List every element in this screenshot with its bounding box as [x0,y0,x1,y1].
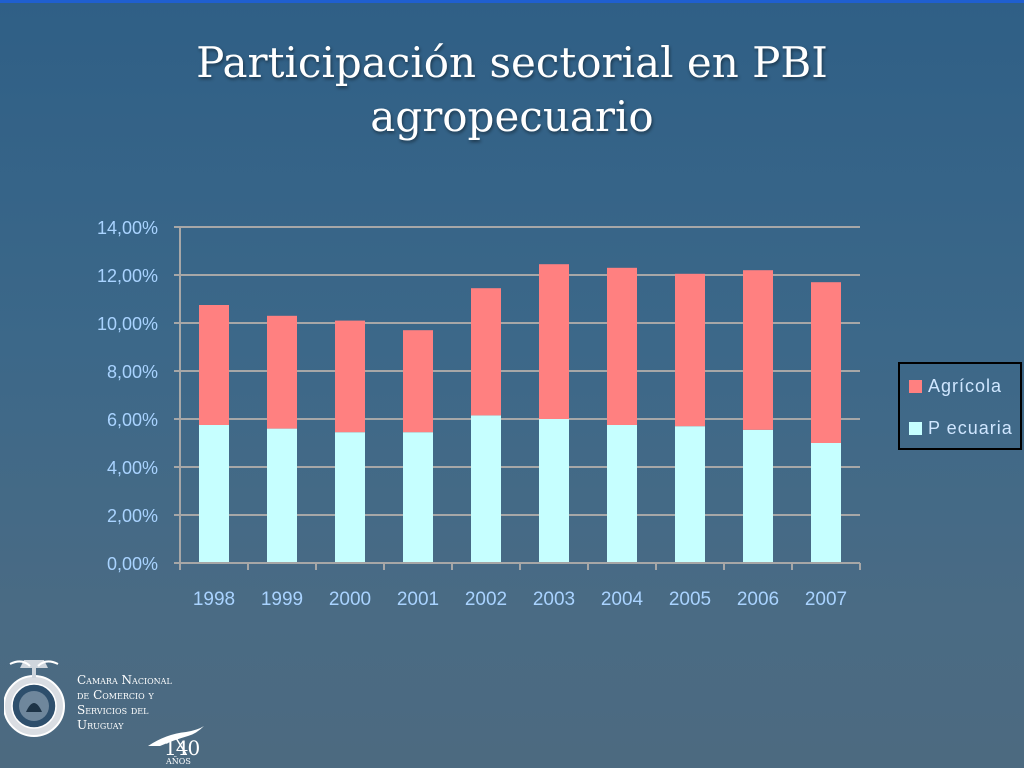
x-tick-label: 2002 [465,589,507,610]
slide-title: Participación sectorial en PBI agropecua… [100,36,924,144]
x-tick-label: 2003 [533,589,575,610]
bar-agricola-2003 [539,264,569,419]
x-tick-label: 2006 [737,589,779,610]
org-line-1: Camara Nacional [77,673,172,687]
bar-agricola-2001 [403,330,433,433]
y-tick-label: 0,00% [107,554,158,574]
org-line-3: Servicios del [77,703,149,717]
bar-pecuaria-2000 [335,432,365,563]
legend-item-pecuaria: P ecuaria [909,417,1013,439]
y-tick-label: 8,00% [107,362,158,382]
y-tick-label: 12,00% [97,266,158,286]
bar-pecuaria-1998 [199,425,229,563]
bar-agricola-2002 [471,288,501,416]
anniversary-number: 140 [164,736,200,760]
x-tick-label: 1998 [193,589,235,610]
x-tick-label: 2004 [601,589,644,610]
org-line-2: de Comercio y [77,688,154,702]
bar-pecuaria-2005 [675,426,705,563]
x-tick-label: 2001 [397,589,439,610]
bar-pecuaria-2007 [811,443,841,563]
legend-swatch-agricola [909,379,922,393]
x-tick-labels: 1998 1999 2000 2001 2002 2003 2004 2005 2006 2007 [193,589,847,610]
y-tick-label: 10,00% [97,314,158,334]
bar-agricola-2005 [675,273,705,427]
title-line-2: agropecuario [370,92,654,141]
bars [199,264,841,563]
bar-agricola-2004 [607,267,637,425]
bar-agricola-1999 [267,315,297,429]
legend-swatch-pecuaria [909,421,922,435]
bar-pecuaria-2006 [743,429,773,563]
bar-pecuaria-2004 [607,425,637,563]
anniversary-word: AÑOS [166,757,191,766]
y-tick-label: 6,00% [107,410,158,430]
bar-pecuaria-2003 [539,419,569,563]
bar-agricola-2006 [743,270,773,430]
title-line-1: Participación sectorial en PBI [196,38,828,87]
y-tick-label: 2,00% [107,506,158,526]
bar-agricola-1998 [199,305,229,425]
top-accent-line [0,0,1024,3]
bar-agricola-2000 [335,320,365,433]
y-tick-label: 4,00% [107,458,158,478]
legend-label-pecuaria: P ecuaria [928,417,1013,438]
bar-pecuaria-2002 [471,415,501,563]
x-tick-label: 2000 [329,589,371,610]
legend-item-agricola: Agrícola [909,375,1002,397]
bar-pecuaria-1999 [267,428,297,563]
chart-legend: Agrícola P ecuaria [898,362,1022,450]
axes [174,226,861,570]
bar-agricola-2007 [811,282,841,443]
bar-pecuaria-2001 [403,432,433,563]
organization-name: Camara Nacional de Comercio y Servicios … [77,673,172,733]
x-tick-label: 2007 [805,589,847,610]
chamber-seal-logo [4,660,65,737]
legend-label-agricola: Agrícola [928,375,1003,396]
org-line-4: Uruguay [77,718,124,732]
x-tick-label: 2005 [669,589,711,610]
y-tick-labels: 0,00% 2,00% 4,00% 6,00% 8,00% 10,00% 12,00% 14,… [97,218,158,574]
bird-icon [148,726,204,755]
y-tick-label: 14,00% [97,218,158,238]
x-tick-label: 1999 [261,589,303,610]
